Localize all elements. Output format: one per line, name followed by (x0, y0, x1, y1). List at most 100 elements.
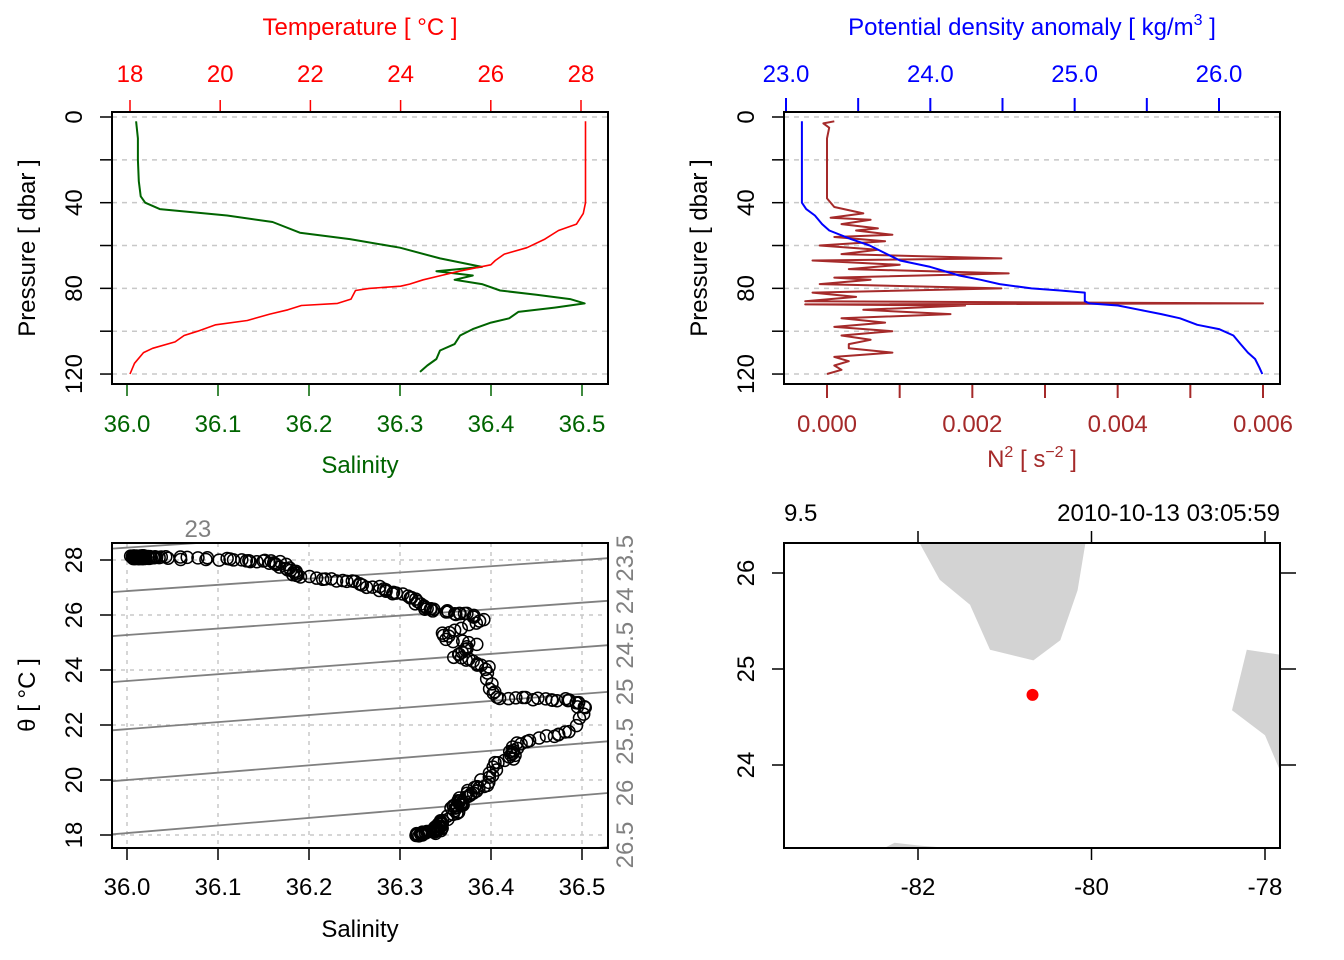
latitude-tick-label: 25 (733, 656, 760, 683)
ts-point (545, 693, 560, 707)
n2-tick-label: 0.004 (1088, 411, 1148, 438)
n2-title-end: ] (1064, 446, 1077, 473)
isopycnal-label: 26 (612, 780, 639, 807)
station-marker (1026, 688, 1039, 701)
ts-point (578, 700, 592, 715)
pressure-axis-title-2: Pressure [ dbar ] (686, 159, 713, 336)
ts-salinity-axis-title: Salinity (321, 916, 398, 943)
isopycnal-line (112, 691, 608, 732)
isopycnal-label: 25.5 (612, 718, 639, 765)
salinity-tick-label: 36.0 (104, 874, 151, 901)
isopycnal-label: 23 (185, 516, 212, 543)
ts-point (293, 570, 308, 584)
ts-point (446, 634, 460, 649)
ts-point (462, 617, 476, 632)
ts-point (173, 552, 188, 567)
theta-tick-label: 26 (61, 602, 88, 629)
isopycnal-line (112, 599, 608, 637)
ts-point (509, 691, 523, 705)
theta-tick-label: 18 (61, 822, 88, 849)
ts-point (191, 551, 205, 565)
isopycnal-line (112, 792, 608, 836)
ts-point (242, 553, 256, 568)
isopycnal-line (587, 846, 608, 848)
ts-theta-axis-title: θ [ °C ] (14, 658, 41, 732)
ts-point (159, 550, 173, 564)
ts-point (497, 753, 512, 768)
salinity-tick-label: 36.2 (286, 411, 333, 438)
ts-point (439, 632, 453, 647)
ts-point (572, 711, 587, 725)
salinity-tick-label: 36.1 (195, 874, 242, 901)
ts-point (414, 827, 429, 841)
salinity-profile-line (135, 121, 586, 373)
land-polygon (885, 842, 945, 848)
ts-point (520, 734, 534, 749)
ts-point (340, 574, 354, 589)
ts-plot-frame (111, 542, 609, 849)
isopycnal-label: 26.5 (612, 822, 639, 869)
pressure-axis-title: Pressure [ dbar ] (14, 159, 41, 336)
n2-profile-line (804, 120, 1264, 375)
temperature-tick-label: 24 (387, 61, 414, 88)
salinity-tick-label: 36.4 (468, 874, 515, 901)
ts-point (576, 707, 591, 721)
pressure-tick-label: 40 (733, 189, 760, 216)
temperature-tick-label: 28 (568, 61, 595, 88)
station-map-panel: -82 -80 -78 26 25 24 (733, 531, 1296, 901)
n2-title-unit-sup: −2 (1045, 444, 1063, 461)
n2-title-sup: 2 (1004, 444, 1013, 461)
isopycnal-label: 23.5 (612, 535, 639, 582)
density-title-end: ] (1203, 14, 1216, 41)
n2-title-unit: [ s (1013, 446, 1045, 473)
isopycnal-label: 25 (612, 679, 639, 706)
isopycnal-label: 24.5 (612, 622, 639, 669)
pressure-tick-label: 80 (61, 275, 88, 302)
longitude-tick-label: -78 (1248, 874, 1283, 901)
ts-point (447, 650, 461, 665)
ts-point (329, 574, 344, 588)
profile-plot-frame (111, 111, 609, 385)
theta-tick-label: 22 (61, 712, 88, 739)
ts-point (409, 826, 424, 841)
temperature-salinity-profile-panel: 0 40 80 120 18 20 22 24 26 28 36.0 36.1 36.2 36.3 36.4… (61, 61, 609, 438)
pressure-tick-label: 40 (61, 189, 88, 216)
ts-point (477, 779, 491, 794)
density-axis-title: Potential density anomaly [ kg/m3 ] (848, 12, 1216, 41)
theta-tick-label: 20 (61, 767, 88, 794)
profile-plot-frame-2 (783, 111, 1281, 385)
ts-point (199, 552, 213, 567)
ts-point (547, 729, 562, 744)
isopycnal-label: 24 (612, 587, 639, 614)
ts-point (379, 584, 393, 599)
n2-tick-label: 0.002 (942, 411, 1002, 438)
ts-point (449, 607, 463, 622)
ts-point (532, 731, 546, 745)
salinity-tick-label: 36.5 (559, 411, 606, 438)
ts-point (469, 616, 484, 630)
ts-point (226, 553, 241, 567)
pressure-tick-label: 120 (61, 354, 88, 394)
ts-points (123, 549, 592, 843)
ts-point (372, 583, 386, 598)
density-title-sup: 3 (1194, 12, 1203, 29)
ts-point (243, 554, 257, 569)
ts-point (492, 691, 507, 706)
map-datetime-text: 2010-10-13 03:05:59 (1057, 500, 1280, 527)
salinity-tick-label: 36.1 (195, 411, 242, 438)
temperature-tick-label: 20 (207, 61, 234, 88)
ts-point (180, 550, 194, 565)
temperature-tick-label: 18 (117, 61, 144, 88)
ts-point (359, 580, 374, 595)
theta-tick-label: 28 (61, 547, 88, 574)
map-depth-text: 9.5 (784, 500, 817, 527)
latitude-tick-label: 24 (733, 752, 760, 779)
ts-point (531, 691, 545, 705)
ts-point (309, 571, 324, 585)
latitude-tick-label: 26 (733, 560, 760, 587)
salinity-tick-label: 36.2 (286, 874, 333, 901)
land-polygon (919, 543, 1086, 661)
temperature-tick-label: 22 (297, 61, 324, 88)
ts-point (425, 604, 440, 618)
